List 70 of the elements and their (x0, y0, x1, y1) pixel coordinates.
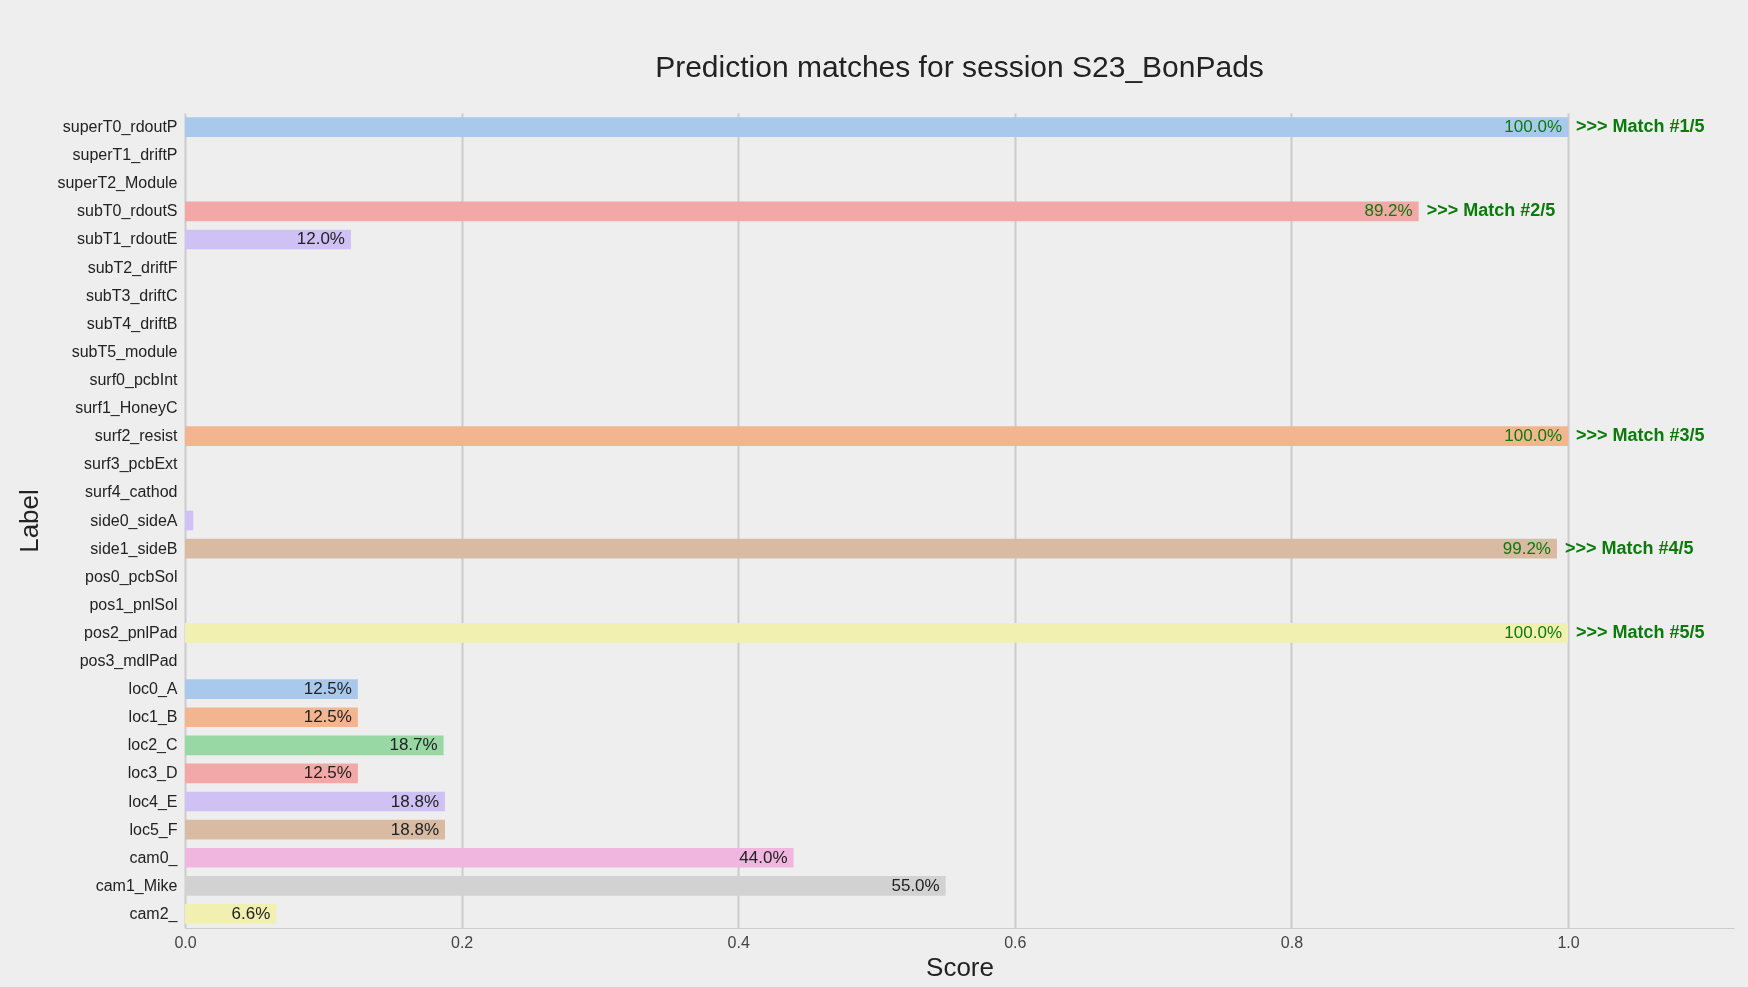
data-label: 100.0% (1504, 426, 1563, 446)
y-tick-label: subT1_rdoutE (76, 230, 178, 249)
x-tick-label: 0.4 (727, 933, 750, 951)
x-tick-label: 0.2 (450, 933, 474, 951)
y-tick-label: subT3_driftC (85, 286, 178, 305)
y-tick-label: pos2_pnlPad (84, 623, 178, 642)
y-tick-label: superT1_driftP (72, 146, 178, 165)
y-tick-label: loc4_E (128, 792, 178, 811)
y-tick-label: subT2_driftF (87, 258, 178, 277)
x-tick-label: 0.6 (1004, 933, 1027, 951)
y-tick-label: superT0_rdoutP (62, 118, 178, 137)
data-label: 89.2% (1364, 201, 1413, 221)
y-tick-label: subT0_rdoutS (76, 202, 178, 221)
y-tick-label: side0_sideA (90, 511, 178, 530)
y-tick-label: loc1_B (128, 708, 178, 727)
y-tick-label: surf2_resist (94, 427, 179, 446)
annotation: >>> Match #2/5 (1426, 200, 1556, 221)
y-tick-label: subT5_module (71, 342, 178, 361)
data-label: 12.5% (303, 763, 352, 783)
chart-title: Prediction matches for session S23_BonPads (655, 50, 1264, 83)
bar (185, 201, 1419, 222)
y-tick-label: pos1_pnlSol (89, 595, 178, 614)
x-tick-label: 0.8 (1280, 933, 1304, 951)
y-tick-label: superT2_Module (57, 174, 178, 193)
y-tick-label: surf4_cathod (84, 483, 178, 502)
bar (185, 510, 194, 531)
x-tick-label: 1.0 (1557, 933, 1580, 951)
data-label: 12.5% (303, 679, 352, 699)
y-tick-label: surf0_pcbInt (89, 370, 179, 389)
annotation: >>> Match #4/5 (1564, 537, 1694, 558)
bar (185, 847, 794, 868)
bar (185, 735, 444, 756)
data-label: 12.0% (296, 229, 345, 249)
y-tick-label: cam1_Mike (95, 876, 178, 895)
y-tick-label: pos3_mdlPad (79, 652, 178, 671)
bar (185, 623, 1569, 643)
annotation: >>> Match #1/5 (1576, 116, 1705, 137)
y-axis-title: Label (14, 489, 45, 553)
x-tick-label: 0.0 (174, 933, 197, 951)
y-tick-label: loc3_D (127, 764, 178, 783)
bar (185, 426, 1569, 447)
bar (185, 791, 446, 812)
data-label: 6.6% (231, 903, 271, 923)
y-tick-label: cam0_ (129, 848, 179, 867)
y-tick-label: pos0_pcbSol (84, 567, 178, 586)
y-tick-label: loc0_A (128, 680, 178, 699)
data-label: 12.5% (303, 707, 352, 727)
y-tick-label: surf3_pcbExt (84, 455, 179, 474)
x-axis-title: Score (926, 951, 994, 982)
bar (185, 707, 358, 728)
bar (185, 679, 358, 699)
bar (185, 819, 446, 840)
y-tick-label: loc5_F (129, 820, 178, 839)
y-tick-label: loc2_C (127, 736, 178, 755)
annotation: >>> Match #5/5 (1576, 621, 1705, 642)
y-tick-label: cam2_ (129, 904, 179, 923)
data-label: 18.7% (389, 735, 438, 755)
data-label: 18.8% (390, 791, 440, 811)
data-label: 18.8% (390, 819, 440, 839)
data-label: 99.2% (1502, 538, 1551, 558)
annotation: >>> Match #3/5 (1576, 425, 1705, 446)
bar (185, 538, 1557, 559)
y-tick-label: subT4_driftB (86, 314, 178, 333)
data-label: 100.0% (1504, 117, 1563, 137)
data-label: 44.0% (739, 847, 788, 867)
y-tick-label: side1_sideB (90, 539, 178, 558)
bar (185, 117, 1569, 137)
y-tick-label: surf1_HoneyC (75, 399, 178, 418)
data-label: 55.0% (891, 875, 940, 895)
data-label: 100.0% (1504, 622, 1563, 642)
